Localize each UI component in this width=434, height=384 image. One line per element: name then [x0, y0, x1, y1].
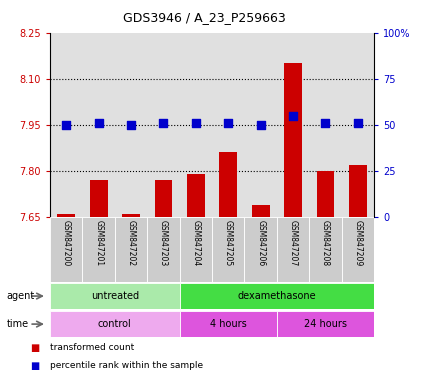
Point	[62, 122, 69, 128]
Bar	[251, 205, 269, 217]
Point	[95, 120, 102, 126]
Bar	[50, 217, 82, 282]
Bar	[187, 174, 204, 217]
Bar	[115, 217, 147, 282]
Text: GDS3946 / A_23_P259663: GDS3946 / A_23_P259663	[123, 11, 285, 24]
Bar	[82, 217, 115, 282]
Point	[224, 120, 231, 126]
Text: percentile rank within the sample: percentile rank within the sample	[50, 361, 203, 371]
Text: GSM847204: GSM847204	[191, 220, 200, 266]
Text: GSM847207: GSM847207	[288, 220, 297, 266]
Text: ■: ■	[30, 343, 39, 353]
Text: agent: agent	[7, 291, 35, 301]
Bar	[50, 311, 179, 337]
Bar	[212, 217, 244, 282]
Bar	[50, 283, 179, 309]
Text: control: control	[98, 319, 132, 329]
Bar	[244, 217, 276, 282]
Text: 24 hours: 24 hours	[303, 319, 346, 329]
Text: GSM847203: GSM847203	[158, 220, 168, 266]
Bar	[154, 180, 172, 217]
Point	[321, 120, 328, 126]
Bar	[276, 217, 309, 282]
Bar	[179, 311, 276, 337]
Text: 4 hours: 4 hours	[210, 319, 246, 329]
Bar	[179, 217, 212, 282]
Text: dexamethasone: dexamethasone	[237, 291, 316, 301]
Bar	[309, 217, 341, 282]
Point	[354, 120, 361, 126]
Point	[127, 122, 134, 128]
Bar	[122, 214, 140, 217]
Point	[289, 113, 296, 119]
Bar	[348, 165, 366, 217]
Bar	[147, 217, 179, 282]
Text: GSM847208: GSM847208	[320, 220, 329, 266]
Bar	[341, 217, 373, 282]
Point	[192, 120, 199, 126]
Bar	[179, 283, 373, 309]
Bar	[57, 214, 75, 217]
Bar	[219, 152, 237, 217]
Text: GSM847205: GSM847205	[223, 220, 232, 266]
Bar	[316, 171, 334, 217]
Text: GSM847200: GSM847200	[62, 220, 71, 266]
Bar	[276, 311, 373, 337]
Text: GSM847206: GSM847206	[256, 220, 265, 266]
Text: time: time	[7, 319, 29, 329]
Text: untreated: untreated	[91, 291, 138, 301]
Text: GSM847202: GSM847202	[126, 220, 135, 266]
Text: GSM847201: GSM847201	[94, 220, 103, 266]
Bar	[89, 180, 107, 217]
Point	[160, 120, 167, 126]
Text: ■: ■	[30, 361, 39, 371]
Point	[256, 122, 263, 128]
Text: transformed count: transformed count	[50, 343, 134, 352]
Text: GSM847209: GSM847209	[352, 220, 362, 266]
Bar	[283, 63, 301, 217]
